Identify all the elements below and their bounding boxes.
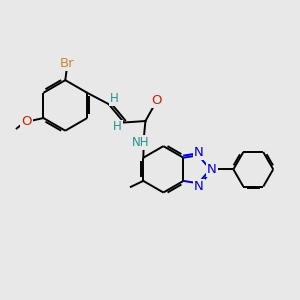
Text: N: N <box>207 163 217 176</box>
Text: O: O <box>21 115 32 128</box>
Text: Br: Br <box>59 57 74 70</box>
Text: H: H <box>113 121 122 134</box>
Text: N: N <box>194 146 204 159</box>
Text: O: O <box>151 94 161 107</box>
Text: NH: NH <box>132 136 149 149</box>
Text: H: H <box>110 92 118 105</box>
Text: N: N <box>194 180 204 193</box>
